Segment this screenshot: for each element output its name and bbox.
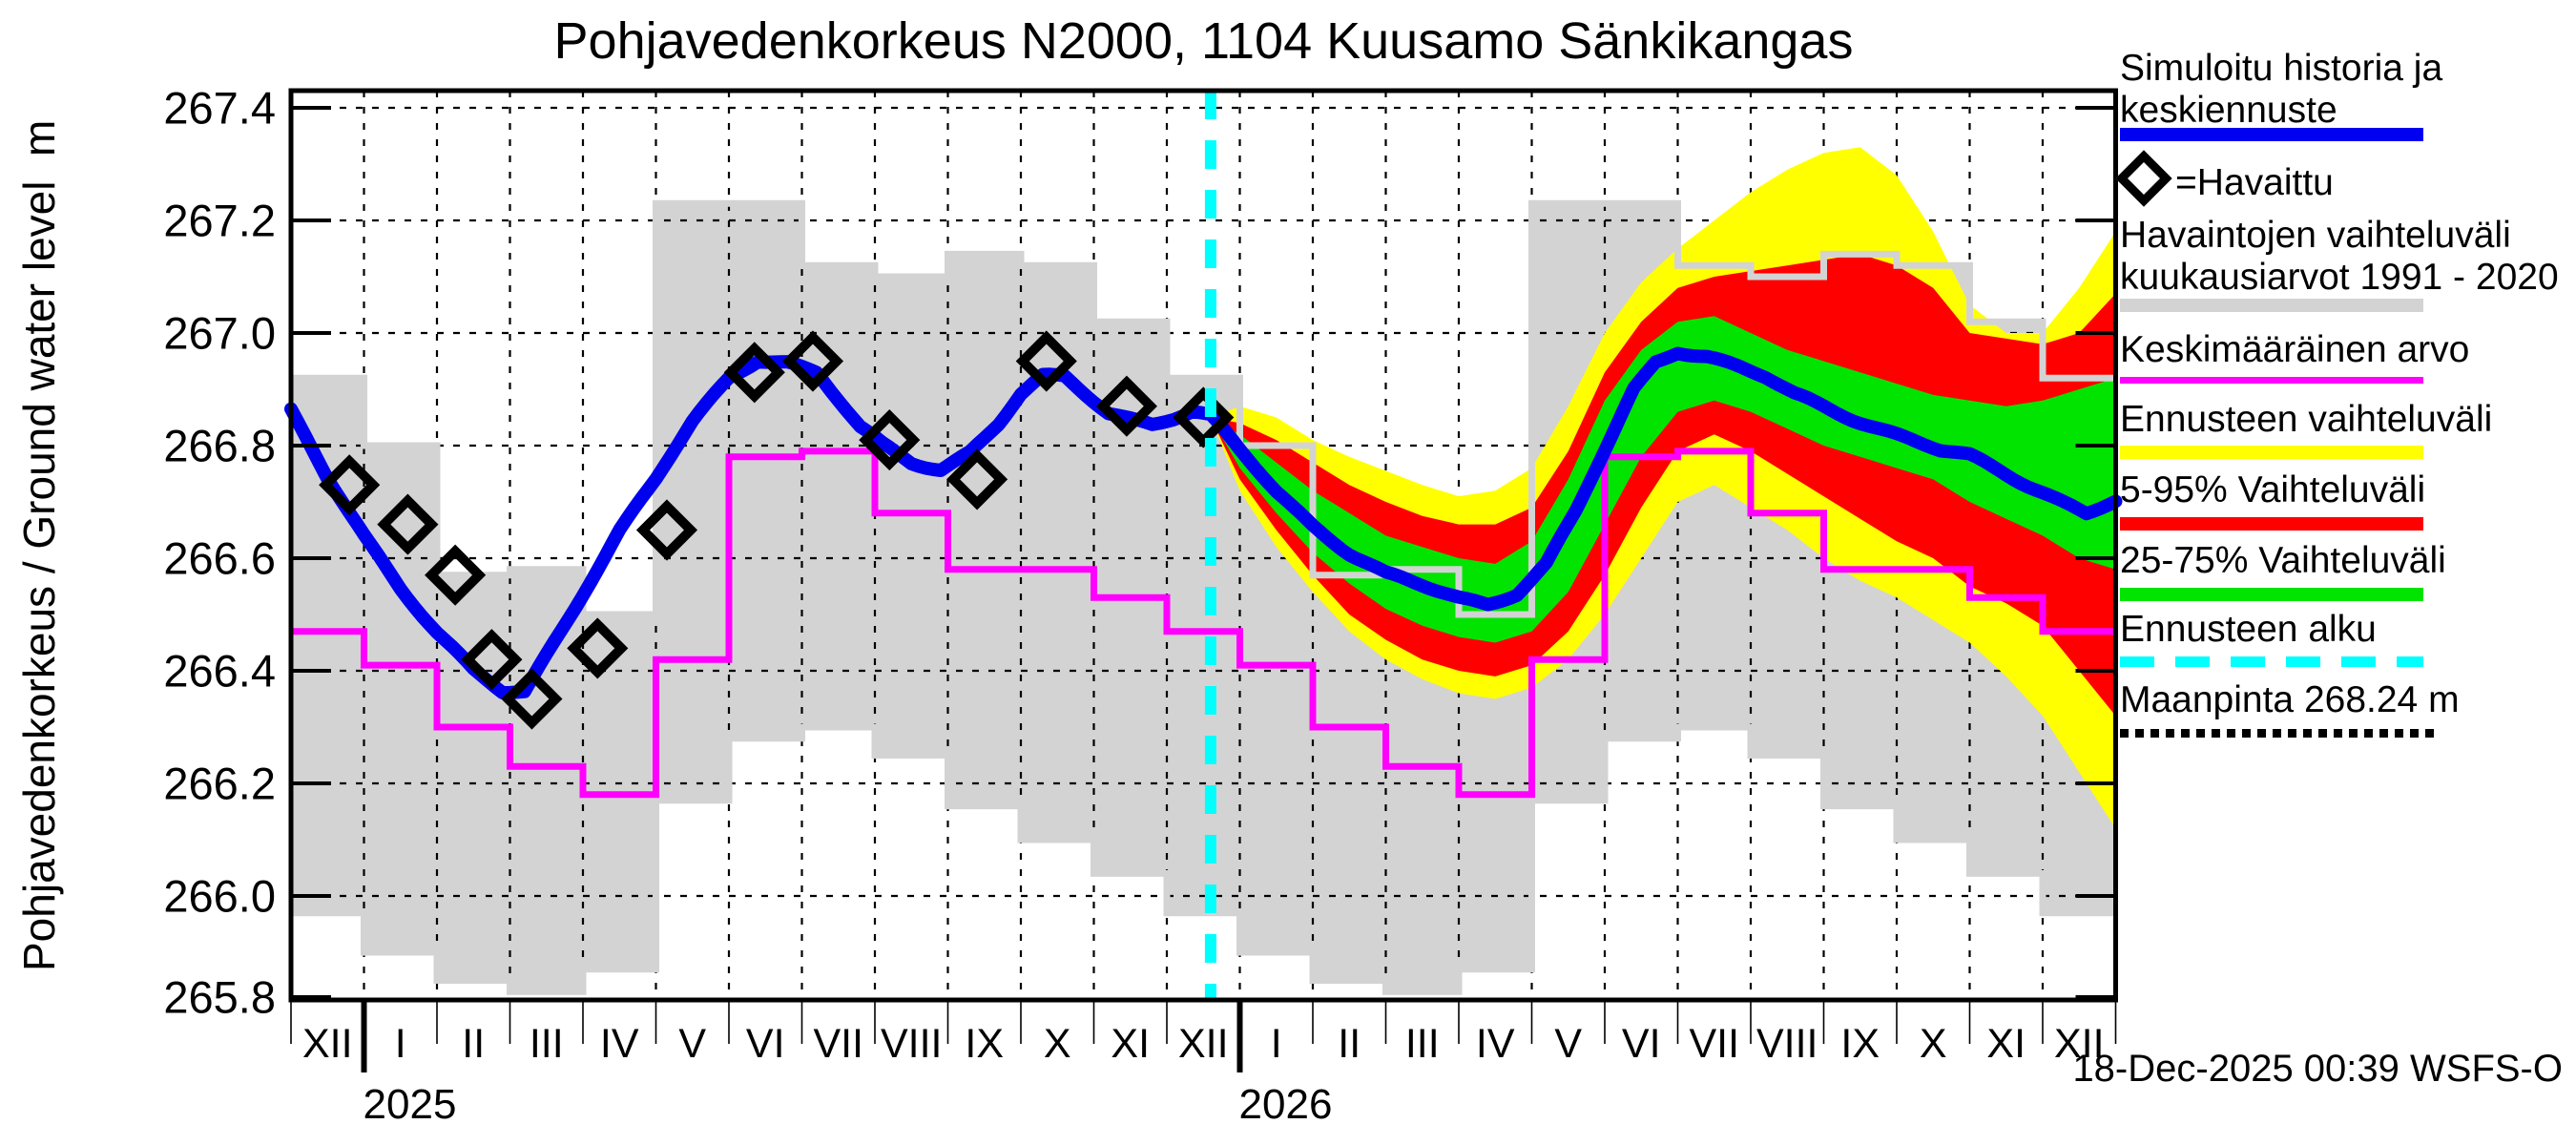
mean-line [291,448,2116,799]
observed-diamond-marker [859,409,921,471]
legend-item-forecast-range: Ennusteen vaihteluväli [2120,399,2568,459]
legend-label: Ennusteen vaihteluväli [2120,399,2493,440]
month-label: X [1044,1021,1071,1067]
month-label: III [1405,1021,1440,1067]
observed-diamond-marker [1015,330,1077,392]
legend-item-mean-value: Keskimääräinen arvo [2120,329,2568,384]
month-label: I [395,1021,406,1067]
ground-surface-swatch-icon [2120,729,2437,738]
observed-diamond-marker [781,330,844,392]
month-label: XII [302,1021,353,1067]
chart-title: Pohjavedenkorkeus N2000, 1104 Kuusamo Sä… [553,12,1854,70]
timestamp: 18-Dec-2025 00:39 WSFS-O [2072,1048,2563,1090]
month-label: II [1338,1021,1361,1067]
legend-item-25-75: 25-75% Vaihteluväli [2120,540,2568,601]
y-tick-label: 266.6 [163,532,276,583]
month-label: IV [1476,1021,1515,1067]
y-tick-label: 267.0 [163,307,276,358]
legend-label: Simuloitu historia ja keskiennuste [2120,48,2443,132]
observed-diamond-marker [1095,375,1158,437]
observed-diamond-marker [1173,386,1235,448]
observed-diamond-marker [501,668,563,730]
y-tick-label: 265.8 [163,971,276,1022]
month-label: VI [1622,1021,1661,1067]
month-label: V [1554,1021,1582,1067]
month-label: VI [746,1021,785,1067]
forecast-bands [291,147,2116,995]
y-tick-label: 267.2 [163,195,276,245]
year-label: 2025 [364,1081,457,1128]
observed-diamond-marker [461,629,523,691]
plot-frame [288,88,2118,1003]
observed-diamond-marker [635,499,698,561]
climatology-bottom-edge [291,723,2116,995]
observed-diamond-marker [567,617,629,679]
month-label: VII [1689,1021,1739,1067]
observed-markers [319,330,1235,730]
legend-label: Keskimääräinen arvo [2120,329,2470,370]
forecast-25-75-band [1210,316,2116,643]
month-label: III [530,1021,564,1067]
month-label: V [678,1021,706,1067]
legend-label: Maanpinta 268.24 m [2120,679,2460,720]
month-label: X [1920,1021,1947,1067]
mean-step-line [291,448,2116,799]
month-label: IX [1840,1021,1880,1067]
band-25-75-swatch-icon [2120,588,2423,601]
legend-item-observed-range: Havaintojen vaihteluväli kuukausiarvot 1… [2120,215,2568,312]
month-label: XI [1111,1021,1150,1067]
observed-diamond-marker [377,493,439,555]
legend-label: Ennusteen alku [2120,609,2377,650]
month-label: II [462,1021,485,1067]
legend-item-ground-surface: Maanpinta 268.24 m [2120,679,2568,738]
forecast-start-swatch-icon [2120,656,2423,667]
observed-diamond-icon [2115,150,2172,207]
legend-item-5-95: 5-95% Vaihteluväli [2120,469,2568,531]
month-label: IX [965,1021,1004,1067]
legend-label: 25-75% Vaihteluväli [2120,540,2446,581]
month-label: VIII [881,1021,943,1067]
observed-diamond-marker [723,342,785,404]
observed-diamond-marker [425,544,487,606]
mean-line-swatch-icon [2120,377,2423,384]
axes: 267.4 267.2 267.0 266.8 266.6 266.4 266.2 266.0… [163,82,2118,1128]
y-tick-label: 266.0 [163,870,276,921]
month-label: IV [600,1021,639,1067]
legend-item-observed: =Havaittu [2115,150,2568,207]
observed-diamond-marker [319,454,381,516]
month-label: XII [1178,1021,1229,1067]
year-label: 2026 [1239,1081,1333,1128]
y-tick-label: 266.8 [163,420,276,470]
simulated-line-swatch-icon [2120,128,2423,141]
y-tick-label: 266.2 [163,758,276,808]
forecast-minmax-swatch-icon [2120,446,2423,459]
band-5-95-swatch-icon [2120,517,2423,531]
y-tick-label: 267.4 [163,82,276,133]
legend-label: 5-95% Vaihteluväli [2120,469,2426,510]
month-label: VIII [1756,1021,1818,1067]
legend-item-simulated: Simuloitu historia ja keskiennuste [2120,48,2568,141]
y-tick-label: 266.4 [163,645,276,696]
legend-label: Havaintojen vaihteluväli kuukausiarvot 1… [2120,215,2559,299]
month-label: XII [2054,1021,2105,1067]
month-label: VII [813,1021,863,1067]
legend-label: =Havaittu [2175,162,2334,203]
legend-item-forecast-start: Ennusteen alku [2120,609,2568,667]
month-label: I [1271,1021,1282,1067]
observed-diamond-marker [946,448,1008,510]
month-label: XI [1986,1021,2025,1067]
climatology-band-swatch-icon [2120,299,2423,312]
